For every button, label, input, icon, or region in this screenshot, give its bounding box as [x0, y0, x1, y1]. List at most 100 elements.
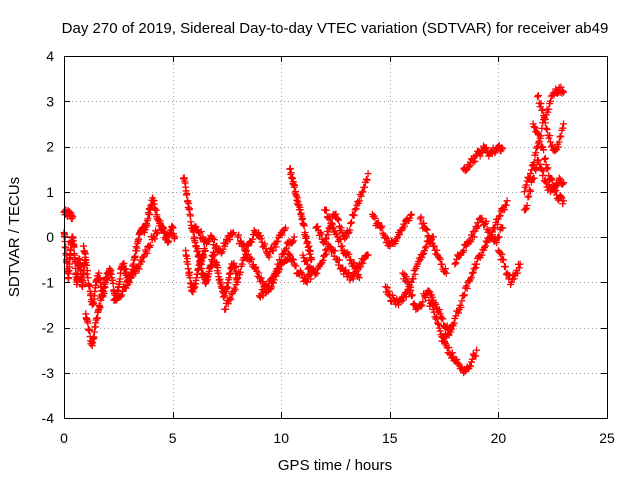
data-point: [452, 259, 460, 267]
data-point: [303, 278, 311, 286]
y-tick-label: -2: [42, 320, 55, 336]
data-point: [378, 222, 386, 230]
data-point: [493, 239, 501, 247]
data-point: [288, 238, 296, 246]
y-tick-label: 3: [46, 93, 54, 109]
data-point: [153, 228, 161, 236]
data-point: [314, 223, 322, 231]
data-point: [227, 295, 235, 303]
data-point: [240, 243, 248, 251]
data-point: [522, 181, 530, 189]
data-point: [70, 243, 78, 251]
data-point: [423, 226, 431, 234]
data-point: [533, 156, 541, 164]
y-tick-label: 4: [46, 48, 54, 64]
data-point: [229, 228, 237, 236]
x-tick-label: 10: [273, 430, 289, 446]
data-point: [335, 216, 343, 224]
y-tick-label: 0: [46, 229, 54, 245]
data-point: [416, 215, 424, 223]
data-point: [276, 260, 284, 268]
data-point: [543, 165, 551, 173]
data-point: [259, 292, 267, 300]
data-point: [355, 271, 363, 279]
data-point: [495, 233, 503, 241]
data-point: [533, 129, 541, 137]
data-point: [433, 313, 441, 321]
data-point: [213, 242, 221, 250]
data-point: [543, 125, 551, 133]
data-point: [399, 296, 407, 304]
data-point: [419, 251, 427, 259]
data-point: [333, 230, 341, 238]
data-point: [197, 228, 205, 236]
data-point: [411, 270, 419, 278]
data-point: [467, 238, 475, 246]
data-point: [363, 176, 371, 184]
data-point: [362, 175, 370, 183]
data-point: [255, 269, 263, 277]
data-point: [438, 260, 446, 268]
data-point: [399, 269, 407, 277]
data-point: [96, 304, 104, 312]
x-axis-label: GPS time / hours: [278, 457, 392, 474]
data-point: [465, 163, 473, 171]
data-point: [536, 160, 544, 168]
data-point: [331, 247, 339, 255]
data-point: [428, 293, 436, 301]
data-point: [321, 251, 329, 259]
data-point: [419, 298, 427, 306]
data-point: [302, 257, 310, 265]
data-point: [408, 292, 416, 300]
data-point: [242, 247, 250, 255]
data-point: [403, 278, 411, 286]
data-point: [302, 278, 310, 285]
data-point: [385, 287, 393, 295]
data-point: [481, 145, 489, 153]
data-point: [457, 303, 465, 311]
data-point: [537, 100, 545, 108]
data-point: [495, 212, 503, 220]
data-point: [460, 292, 468, 300]
data-point: [526, 186, 534, 194]
data-point: [146, 241, 154, 249]
data-point: [444, 330, 452, 338]
data-point: [454, 309, 462, 317]
data-point: [540, 112, 548, 120]
data-point: [357, 192, 365, 200]
data-point: [525, 192, 533, 200]
data-point: [119, 287, 127, 295]
data-point: [432, 315, 440, 323]
data-point: [556, 133, 564, 141]
data-point: [200, 253, 208, 261]
data-point: [541, 119, 549, 127]
data-point: [559, 124, 567, 132]
data-point: [301, 228, 309, 236]
data-point: [252, 263, 260, 271]
data-point: [418, 301, 426, 309]
data-point: [292, 262, 300, 270]
data-point: [498, 250, 506, 258]
data-point: [83, 267, 91, 275]
data-point: [319, 256, 327, 264]
data-point: [557, 132, 565, 140]
data-point: [122, 284, 130, 292]
data-point: [345, 250, 353, 258]
data-point: [420, 219, 428, 227]
data-point: [545, 105, 553, 113]
data-point: [428, 301, 436, 309]
y-tick-labels: -4 -3 -2 -1 0 1 2 3 4: [42, 48, 55, 426]
data-point: [542, 124, 550, 132]
data-point: [510, 275, 518, 283]
data-point: [408, 291, 416, 299]
data-point: [322, 234, 330, 242]
data-point: [430, 242, 438, 250]
data-point: [83, 261, 91, 269]
data-point: [445, 344, 453, 352]
data-point: [118, 291, 126, 299]
data-point: [421, 244, 429, 252]
data-point: [171, 233, 179, 241]
data-point: [453, 356, 461, 364]
data-point: [534, 139, 542, 147]
data-point: [335, 256, 343, 264]
